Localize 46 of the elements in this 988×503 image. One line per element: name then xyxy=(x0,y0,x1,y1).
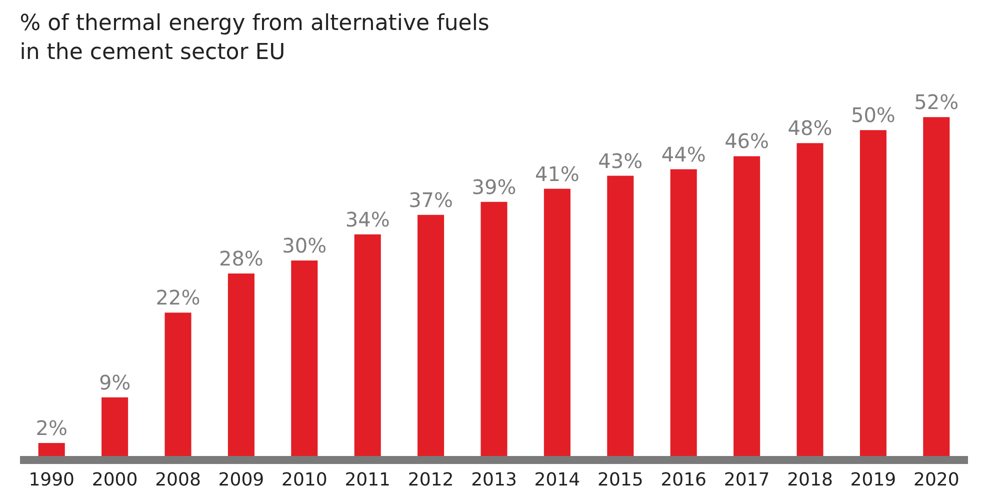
data-label: 52% xyxy=(914,90,959,114)
bar xyxy=(734,156,760,456)
x-tick-label: 2017 xyxy=(724,470,770,491)
bar xyxy=(164,312,192,456)
data-label: 39% xyxy=(472,174,516,199)
bar xyxy=(228,274,254,456)
x-tick-label: 2000 xyxy=(92,470,138,491)
bar xyxy=(291,260,318,456)
data-label: 50% xyxy=(850,103,896,128)
data-label: 2% xyxy=(36,416,68,440)
bar xyxy=(544,188,570,456)
x-tick-label: 2009 xyxy=(218,470,264,491)
x-tick-label: 2010 xyxy=(281,470,328,491)
bar xyxy=(607,176,634,456)
bar xyxy=(102,397,128,456)
chart-title: % of thermal energy from alternative fuels in the cement sector EU xyxy=(20,11,490,65)
data-label: 22% xyxy=(156,286,200,310)
x-tick-label: 2015 xyxy=(597,470,644,491)
data-label: 37% xyxy=(408,188,454,212)
data-label: 9% xyxy=(98,370,131,394)
x-tick-label: 2012 xyxy=(408,470,454,491)
x-tick-label: 2020 xyxy=(913,470,960,491)
bar xyxy=(480,202,508,456)
data-label: 44% xyxy=(661,142,706,166)
bar xyxy=(354,234,381,456)
x-tick-label: 2008 xyxy=(155,470,201,491)
bar xyxy=(796,143,824,456)
data-label: 48% xyxy=(788,116,832,140)
x-tick-label: 2014 xyxy=(534,470,580,491)
x-tick-label: 2013 xyxy=(471,470,517,491)
data-label: 43% xyxy=(598,148,643,173)
data-label: 34% xyxy=(345,207,390,232)
x-tick-label: 2018 xyxy=(787,470,833,491)
data-label: 28% xyxy=(218,246,264,271)
data-label: 41% xyxy=(534,162,580,186)
x-tick-label: 2011 xyxy=(344,470,391,491)
bar xyxy=(670,169,697,456)
bar xyxy=(38,442,65,456)
x-tick-label: 2019 xyxy=(850,470,896,491)
bar xyxy=(860,130,886,456)
bar xyxy=(923,117,950,456)
x-tick-label: 1990 xyxy=(28,470,75,491)
data-label: 46% xyxy=(724,129,770,154)
bar xyxy=(418,214,444,456)
x-tick-label: 2016 xyxy=(660,470,707,491)
data-label: 30% xyxy=(282,233,327,258)
